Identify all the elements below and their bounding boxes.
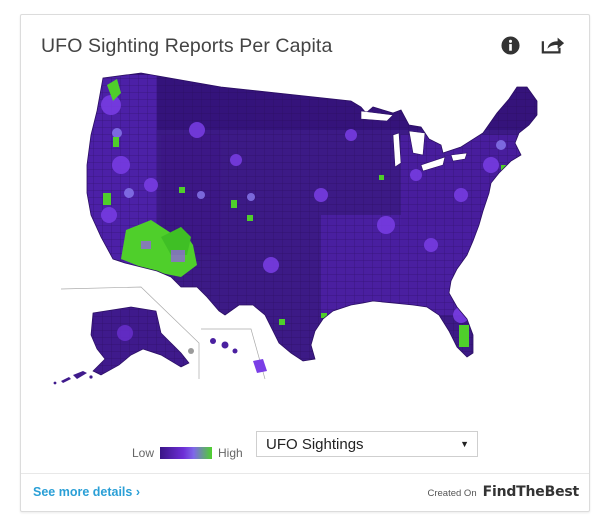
legend-high-label: High: [218, 446, 243, 460]
brand-part-2: Best: [544, 484, 580, 500]
chevron-down-icon: ▼: [460, 439, 469, 449]
brand-part-1: FindThe: [482, 484, 545, 500]
map-legend: Low High: [132, 446, 243, 460]
legend-gradient-bar: [160, 447, 213, 459]
metric-select[interactable]: UFO Sightings ▼: [256, 431, 478, 457]
legend-low-label: Low: [132, 446, 155, 460]
see-more-details-link[interactable]: See more details ›: [33, 485, 140, 499]
widget-title: UFO Sighting Reports Per Capita: [41, 35, 333, 57]
metric-select-value: UFO Sightings: [266, 435, 364, 453]
map-widget-card: UFO Sighting Reports Per Capita: [20, 14, 590, 512]
share-icon[interactable]: [541, 33, 565, 57]
us-choropleth-map[interactable]: [21, 15, 589, 511]
created-on-label: Created On: [427, 488, 477, 499]
footer-divider: [21, 473, 589, 474]
findthebest-logo[interactable]: FindTheBest: [482, 484, 580, 500]
created-on-credit[interactable]: Created On FindTheBest: [428, 484, 580, 500]
info-icon[interactable]: [498, 33, 522, 57]
